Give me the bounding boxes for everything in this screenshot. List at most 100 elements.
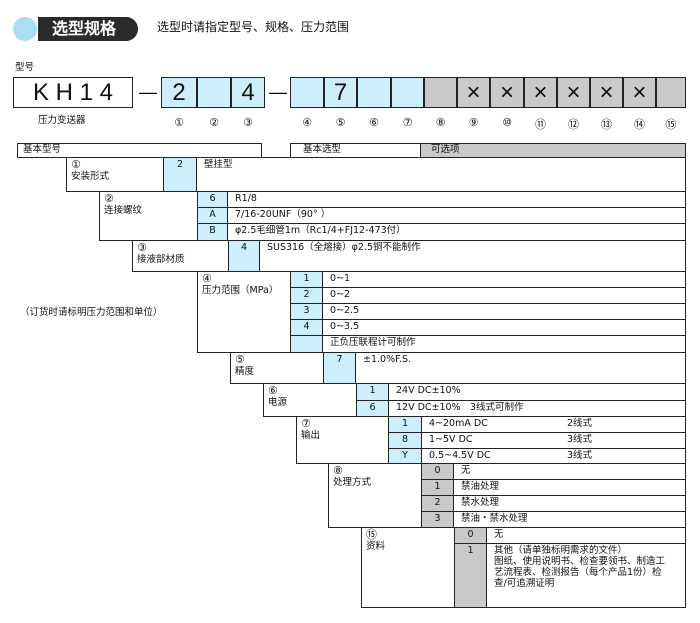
section-number: ③ bbox=[137, 241, 147, 254]
option-description: ±1.0%F.S. bbox=[363, 354, 412, 365]
position-label-3: ③ bbox=[243, 116, 253, 129]
option-note: 3线式 bbox=[567, 434, 593, 445]
option-code: 6 bbox=[356, 400, 389, 417]
position-label-5: ⑤ bbox=[335, 116, 346, 129]
model-code-box-15 bbox=[656, 77, 686, 108]
section-number: ⑤ bbox=[235, 353, 245, 366]
option-code: 1 bbox=[290, 271, 323, 288]
option-description-cell bbox=[227, 191, 686, 208]
option-description: 0~1 bbox=[330, 273, 351, 284]
section-number: ① bbox=[71, 158, 81, 171]
model-code-box-5: 7 bbox=[324, 77, 357, 108]
option-description-cell bbox=[453, 463, 686, 480]
option-code: 3 bbox=[290, 303, 323, 320]
option-description: 正负压联程计可制作 bbox=[330, 337, 416, 348]
option-code: 1 bbox=[388, 416, 422, 433]
option-code: 4 bbox=[228, 240, 260, 272]
section-number: ⑮ bbox=[366, 528, 377, 541]
position-label-13: ⑬ bbox=[601, 118, 612, 131]
option-description: 1~5V DC bbox=[429, 434, 473, 445]
model-code-box-13: × bbox=[590, 77, 623, 108]
dash-2: — bbox=[269, 82, 287, 102]
option-description-cell bbox=[486, 527, 686, 544]
section-number: ⑦ bbox=[301, 417, 311, 430]
model-code-box-8 bbox=[424, 77, 457, 108]
option-code: 6 bbox=[197, 191, 228, 208]
model-code-box-10: × bbox=[490, 77, 524, 108]
option-code: 3 bbox=[421, 511, 454, 528]
option-code: 0 bbox=[421, 463, 454, 480]
section-label: 接液部材质 bbox=[137, 254, 185, 265]
option-description-cell bbox=[322, 319, 686, 336]
option-code: 4 bbox=[290, 319, 323, 336]
section-label: 安装形式 bbox=[71, 171, 110, 182]
option-code: 2 bbox=[421, 495, 454, 512]
option-code: A bbox=[197, 207, 228, 224]
option-description-line: 艺流程表、检测报告（每个产品1份）检 bbox=[494, 567, 662, 578]
header-basic-select-label: 基本选型 bbox=[303, 144, 342, 155]
option-code: Y bbox=[388, 448, 422, 464]
option-description: 24V DC±10% bbox=[396, 385, 461, 396]
option-note: 3线式 bbox=[567, 450, 593, 461]
option-description-cell bbox=[322, 287, 686, 304]
option-description: SUS316（全熔接）φ2.5铜不能制作 bbox=[267, 242, 421, 253]
position-label-12: ⑫ bbox=[568, 118, 579, 131]
option-description: φ2.5毛细管1m（Rc1/4+FJ12-473付） bbox=[235, 225, 406, 236]
header-basic-model: 基本型号 bbox=[17, 143, 262, 158]
option-description-cell bbox=[486, 543, 686, 608]
position-label-15: ⑮ bbox=[665, 118, 677, 131]
option-description: 0~3.5 bbox=[330, 321, 360, 332]
header-basic-model-label: 基本型号 bbox=[23, 144, 62, 155]
section-number: ⑥ bbox=[268, 384, 278, 397]
option-description-line: 图纸、使用说明书、检查要领书、制造工 bbox=[494, 556, 666, 567]
option-description: 7/16-20UNF（90° ） bbox=[235, 209, 331, 220]
option-description: 无 bbox=[494, 529, 504, 540]
option-code: 1 bbox=[421, 479, 454, 496]
dash-1: — bbox=[139, 82, 157, 102]
model-code-box-9: × bbox=[457, 77, 490, 108]
model-label: 型号 bbox=[15, 62, 35, 73]
model-base-box: K H 1 4 bbox=[13, 77, 133, 108]
header-options: 可选项 bbox=[420, 143, 686, 158]
header-options-label: 可选项 bbox=[431, 144, 460, 155]
model-code-box-3: 4 bbox=[231, 77, 265, 108]
section-subtitle: 选型时请指定型号、规格、压力范围 bbox=[157, 20, 350, 34]
section-label: 输出 bbox=[301, 430, 321, 441]
section-label: 电源 bbox=[268, 397, 288, 408]
section-number: ④ bbox=[202, 272, 212, 285]
option-description: 禁油处理 bbox=[461, 481, 500, 492]
section-label: 压力范围（MPa） bbox=[202, 285, 279, 296]
model-code-box-12: × bbox=[557, 77, 590, 108]
option-note: 3线式可制作 bbox=[470, 402, 524, 413]
model-code-box-14: × bbox=[623, 77, 656, 108]
section-title-badge: 选型规格 bbox=[38, 17, 138, 41]
option-description-cell bbox=[322, 303, 686, 320]
option-code: 1 bbox=[454, 543, 487, 608]
option-code: 2 bbox=[290, 287, 323, 304]
option-description-cell bbox=[322, 271, 686, 288]
section-number: ② bbox=[104, 192, 114, 205]
section-label: 精度 bbox=[235, 366, 255, 377]
position-label-14: ⑭ bbox=[634, 118, 645, 131]
model-code-box-4 bbox=[290, 77, 324, 108]
position-label-7: ⑦ bbox=[402, 116, 413, 129]
position-label-11: ⑪ bbox=[535, 118, 546, 131]
header-basic-select: 基本选型 bbox=[290, 143, 422, 158]
position-label-4: ④ bbox=[302, 116, 312, 129]
section-title: 选型规格 bbox=[52, 19, 117, 38]
position-label-8: ⑧ bbox=[435, 116, 446, 129]
option-note: 2线式 bbox=[567, 418, 593, 429]
option-description: 12V DC±10% bbox=[396, 402, 461, 413]
option-code: 7 bbox=[323, 352, 356, 384]
option-code: 8 bbox=[388, 432, 422, 449]
section-label: 连接螺纹 bbox=[104, 205, 143, 216]
title-bullet-icon bbox=[13, 17, 37, 41]
position-label-2: ② bbox=[209, 116, 219, 129]
model-code-box-7 bbox=[391, 77, 424, 108]
option-description: R1/8 bbox=[235, 193, 257, 204]
option-description: 0~2.5 bbox=[330, 305, 360, 316]
option-description: 4~20mA DC bbox=[429, 418, 488, 429]
model-code-box-2 bbox=[197, 77, 231, 108]
option-description-line: 其他（请单独标明需求的文件） bbox=[494, 545, 628, 556]
